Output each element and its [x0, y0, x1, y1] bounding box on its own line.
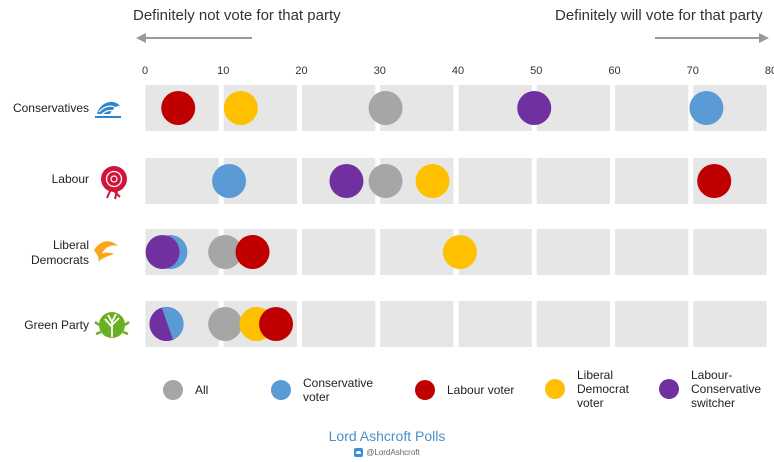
twitter-handle-text: @LordAshcroft [366, 448, 419, 457]
point-switcher [146, 235, 180, 269]
legend-label-conservative: Conservative voter [303, 376, 373, 404]
legend-libdem: Liberal Democrat voter [545, 368, 629, 410]
legend-swatch-switcher [659, 379, 679, 399]
left-arrow-head [136, 33, 146, 43]
legend-swatch-conservative [271, 380, 291, 400]
point-labour [259, 307, 293, 341]
direction-arrows [136, 33, 769, 43]
legend-swatch-all [163, 380, 183, 400]
point-libdem [443, 235, 477, 269]
x-tick-label: 10 [217, 65, 229, 77]
x-tick-label: 20 [295, 65, 307, 77]
track-segment [537, 158, 610, 204]
track-segment [302, 301, 375, 347]
track-segment [302, 85, 375, 131]
track-segment [146, 158, 219, 204]
track-segment [615, 158, 688, 204]
twitter-handle: @LordAshcroft [0, 448, 774, 457]
legend-label-switcher: Labour- Conservative switcher [691, 368, 761, 410]
track-segment [459, 301, 532, 347]
legend-label-all: All [195, 383, 208, 397]
track-segment [693, 301, 766, 347]
point-all [369, 164, 403, 198]
point-all [208, 307, 242, 341]
brand-name: Lord Ashcroft Polls [0, 428, 774, 444]
tree-logo-icon [95, 102, 121, 118]
track-segment [615, 85, 688, 131]
point-labour [236, 235, 270, 269]
track-segment [380, 229, 453, 275]
track-segment [615, 301, 688, 347]
x-tick-label: 50 [530, 65, 542, 77]
x-tick-label: 80 [765, 65, 774, 77]
x-tick-label: 30 [374, 65, 386, 77]
point-all [369, 91, 403, 125]
track-segment [380, 301, 453, 347]
legend-labour: Labour voter [415, 380, 514, 400]
track-segment [537, 301, 610, 347]
row-label-conservatives: Conservatives [13, 101, 89, 116]
track-segment [693, 229, 766, 275]
legend-swatch-libdem [545, 379, 565, 399]
row-label-green: Green Party [24, 318, 89, 333]
point-libdem [416, 164, 450, 198]
x-tick-label: 0 [142, 65, 148, 77]
legend-switcher: Labour- Conservative switcher [659, 368, 761, 410]
track-segment [537, 229, 610, 275]
point-libdem [224, 91, 258, 125]
row-label-labour: Labour [52, 172, 89, 187]
x-tick-label: 60 [608, 65, 620, 77]
track-segment [615, 229, 688, 275]
point-switcher [329, 164, 363, 198]
globe-tree-logo-icon [95, 312, 129, 338]
x-tick-label: 70 [687, 65, 699, 77]
rose-logo-icon [101, 166, 127, 199]
legend-label-libdem: Liberal Democrat voter [577, 368, 629, 410]
point-conservative [212, 164, 246, 198]
point-conservative [689, 91, 723, 125]
point-switcher [517, 91, 551, 125]
right-arrow-head [759, 33, 769, 43]
track-segment [302, 229, 375, 275]
point-labour [697, 164, 731, 198]
legend-label-labour: Labour voter [447, 383, 514, 397]
legend-swatch-labour [415, 380, 435, 400]
legend-all: All [163, 380, 208, 400]
row-label-libdems: Liberal Democrats [31, 238, 89, 268]
track-segment [459, 158, 532, 204]
x-tick-label: 40 [452, 65, 464, 77]
twitter-icon [354, 448, 363, 457]
legend-conservative: Conservative voter [271, 376, 373, 404]
point-labour [161, 91, 195, 125]
bird-logo-icon [94, 241, 118, 262]
